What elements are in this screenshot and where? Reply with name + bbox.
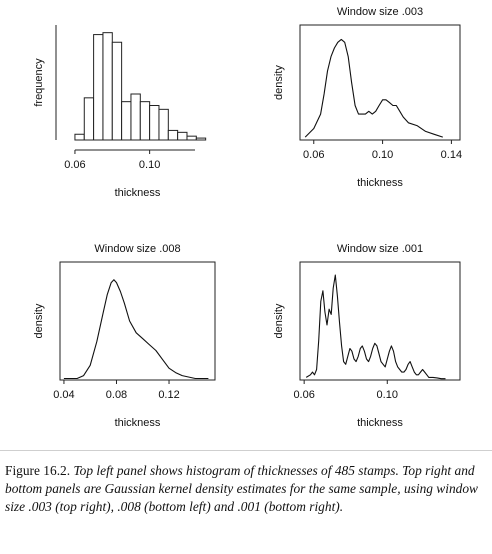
x-axis-label: thickness: [357, 417, 403, 429]
plot-frame: [299, 261, 461, 381]
y-axis-label: frequency: [33, 58, 45, 107]
chart-panel-1: 0.06 0.10 thickness frequency: [33, 25, 207, 199]
y-axis-label: density: [273, 303, 285, 338]
caption-text: Top left panel shows histogram of thickn…: [5, 463, 478, 514]
chart-title: Window size .008: [94, 243, 180, 255]
plot-frame: [59, 261, 216, 381]
histogram-bar: [158, 108, 169, 141]
x-tick-label: 0.10: [139, 159, 160, 171]
histogram-bar: [177, 131, 188, 141]
histogram-bar: [74, 133, 85, 141]
histogram-bar: [167, 129, 179, 141]
x-axis-label: thickness: [115, 187, 161, 199]
caption-divider: [0, 450, 492, 451]
plot-frame: [299, 24, 461, 141]
histogram-bar: [93, 34, 104, 141]
x-tick-label: 0.14: [441, 149, 462, 161]
x-tick-label: 0.08: [106, 389, 127, 401]
chart-title: Window size .003: [337, 6, 423, 18]
y-axis-label: density: [273, 65, 285, 100]
histogram-bar: [102, 32, 113, 141]
density-line: [63, 279, 209, 380]
x-tick-label: 0.10: [377, 389, 398, 401]
x-axis-label: thickness: [357, 177, 403, 189]
histogram-bar: [139, 101, 151, 141]
histogram-bar: [83, 97, 95, 141]
x-tick-label: 0.04: [53, 389, 74, 401]
chart-panel-2: 0.06 0.10 0.14 thickness density Window size …: [273, 6, 462, 189]
histogram-bar: [186, 135, 197, 141]
caption-label: Figure 16.2.: [5, 463, 71, 478]
histogram-bar: [121, 101, 132, 141]
chart-title: Window size .001: [337, 243, 423, 255]
chart-panel-3: 0.04 0.08 0.12 thickness density Window size …: [33, 243, 216, 429]
histogram-bar: [111, 41, 123, 141]
y-axis-label: density: [33, 303, 45, 338]
figure-caption: Figure 16.2. Top left panel shows histog…: [5, 462, 489, 516]
x-tick-label: 0.06: [293, 389, 314, 401]
x-tick-label: 0.06: [303, 149, 324, 161]
histogram-bar: [130, 93, 141, 141]
x-tick-label: 0.06: [64, 159, 85, 171]
figure: 0.06 0.10 thickness frequency 0.06 0.10 0.14 th…: [33, 6, 462, 429]
x-axis-label: thickness: [115, 417, 161, 429]
density-line: [305, 274, 446, 380]
density-line: [304, 38, 443, 138]
histogram-bar: [195, 137, 207, 141]
histogram-bar: [149, 105, 160, 141]
x-tick-label: 0.12: [158, 389, 179, 401]
chart-panel-4: 0.06 0.10 thickness density Window size .001: [273, 243, 461, 429]
x-tick-label: 0.10: [372, 149, 393, 161]
